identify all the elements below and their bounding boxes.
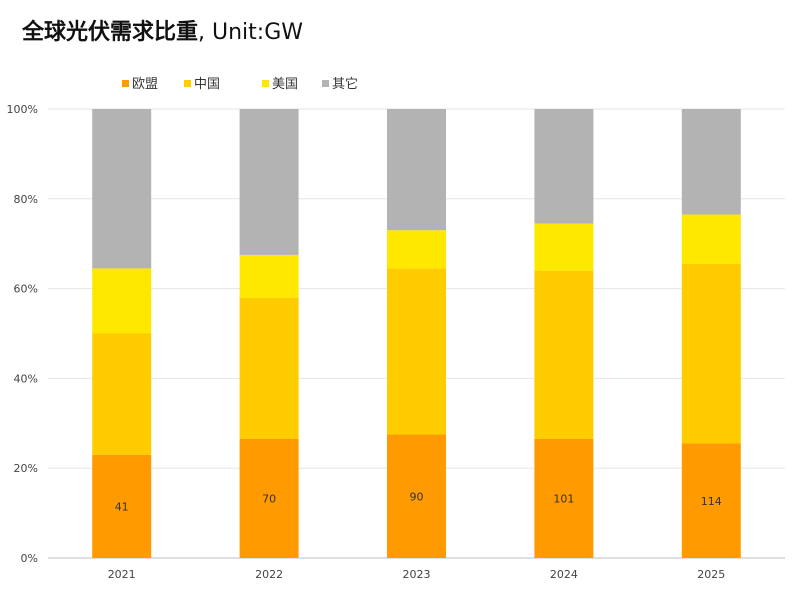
bar-segment <box>534 109 594 224</box>
y-tick-label: 20% <box>14 462 38 475</box>
bar-segment <box>534 223 594 271</box>
bar-segment <box>681 109 741 215</box>
bar-segment <box>387 230 446 269</box>
x-tick-label: 2022 <box>255 568 283 581</box>
bar-segment <box>681 214 741 264</box>
y-axis: 0% 20% 40% 60% 80% 100% <box>7 103 38 565</box>
y-tick-label: 60% <box>14 283 38 296</box>
y-tick-label: 0% <box>21 552 38 565</box>
chart-title-unit: , Unit:GW <box>198 20 303 45</box>
bar-segment <box>239 297 299 440</box>
bar-segment <box>92 268 152 334</box>
bar-segment <box>387 434 446 558</box>
y-tick-label: 40% <box>14 372 38 385</box>
legend: 欧盟 中国 美国 其它 <box>122 76 358 92</box>
bar-segment <box>534 439 594 558</box>
bar-segment <box>534 270 594 440</box>
x-tick-label: 2024 <box>550 568 578 581</box>
bar-segment <box>92 454 152 558</box>
data-label: 101 <box>553 493 574 506</box>
bar-segment <box>92 333 152 455</box>
legend-label: 欧盟 <box>132 77 158 92</box>
x-tick-label: 2021 <box>108 568 136 581</box>
x-tick-label: 2025 <box>697 568 725 581</box>
bars: 41 70 90 101 114 <box>92 109 741 558</box>
chart-title-text: 全球光伏需求比重 <box>22 20 199 45</box>
y-tick-label: 80% <box>14 193 38 206</box>
legend-swatch <box>322 80 329 87</box>
data-label: 41 <box>115 500 129 513</box>
bar-segment <box>387 268 446 435</box>
bar-segment <box>681 263 741 444</box>
legend-swatch <box>122 80 129 87</box>
legend-swatch <box>262 80 269 87</box>
x-axis: 2021 2022 2023 2024 2025 <box>108 568 726 581</box>
bar-segment <box>92 109 152 269</box>
bar-segment <box>239 439 299 558</box>
legend-label: 其它 <box>332 76 358 92</box>
data-label: 114 <box>701 495 722 508</box>
legend-label: 中国 <box>194 77 220 92</box>
legend-label: 美国 <box>272 77 298 92</box>
bar-segment <box>387 109 446 231</box>
legend-swatch <box>184 80 191 87</box>
y-tick-label: 100% <box>7 103 38 116</box>
data-label: 70 <box>262 493 276 506</box>
bar-segment <box>239 254 299 298</box>
chart-title: 全球光伏需求比重, Unit:GW <box>22 14 303 46</box>
data-label: 90 <box>410 490 424 503</box>
x-tick-label: 2023 <box>403 568 431 581</box>
bar-segment <box>239 109 299 255</box>
bar-segment <box>681 443 741 558</box>
